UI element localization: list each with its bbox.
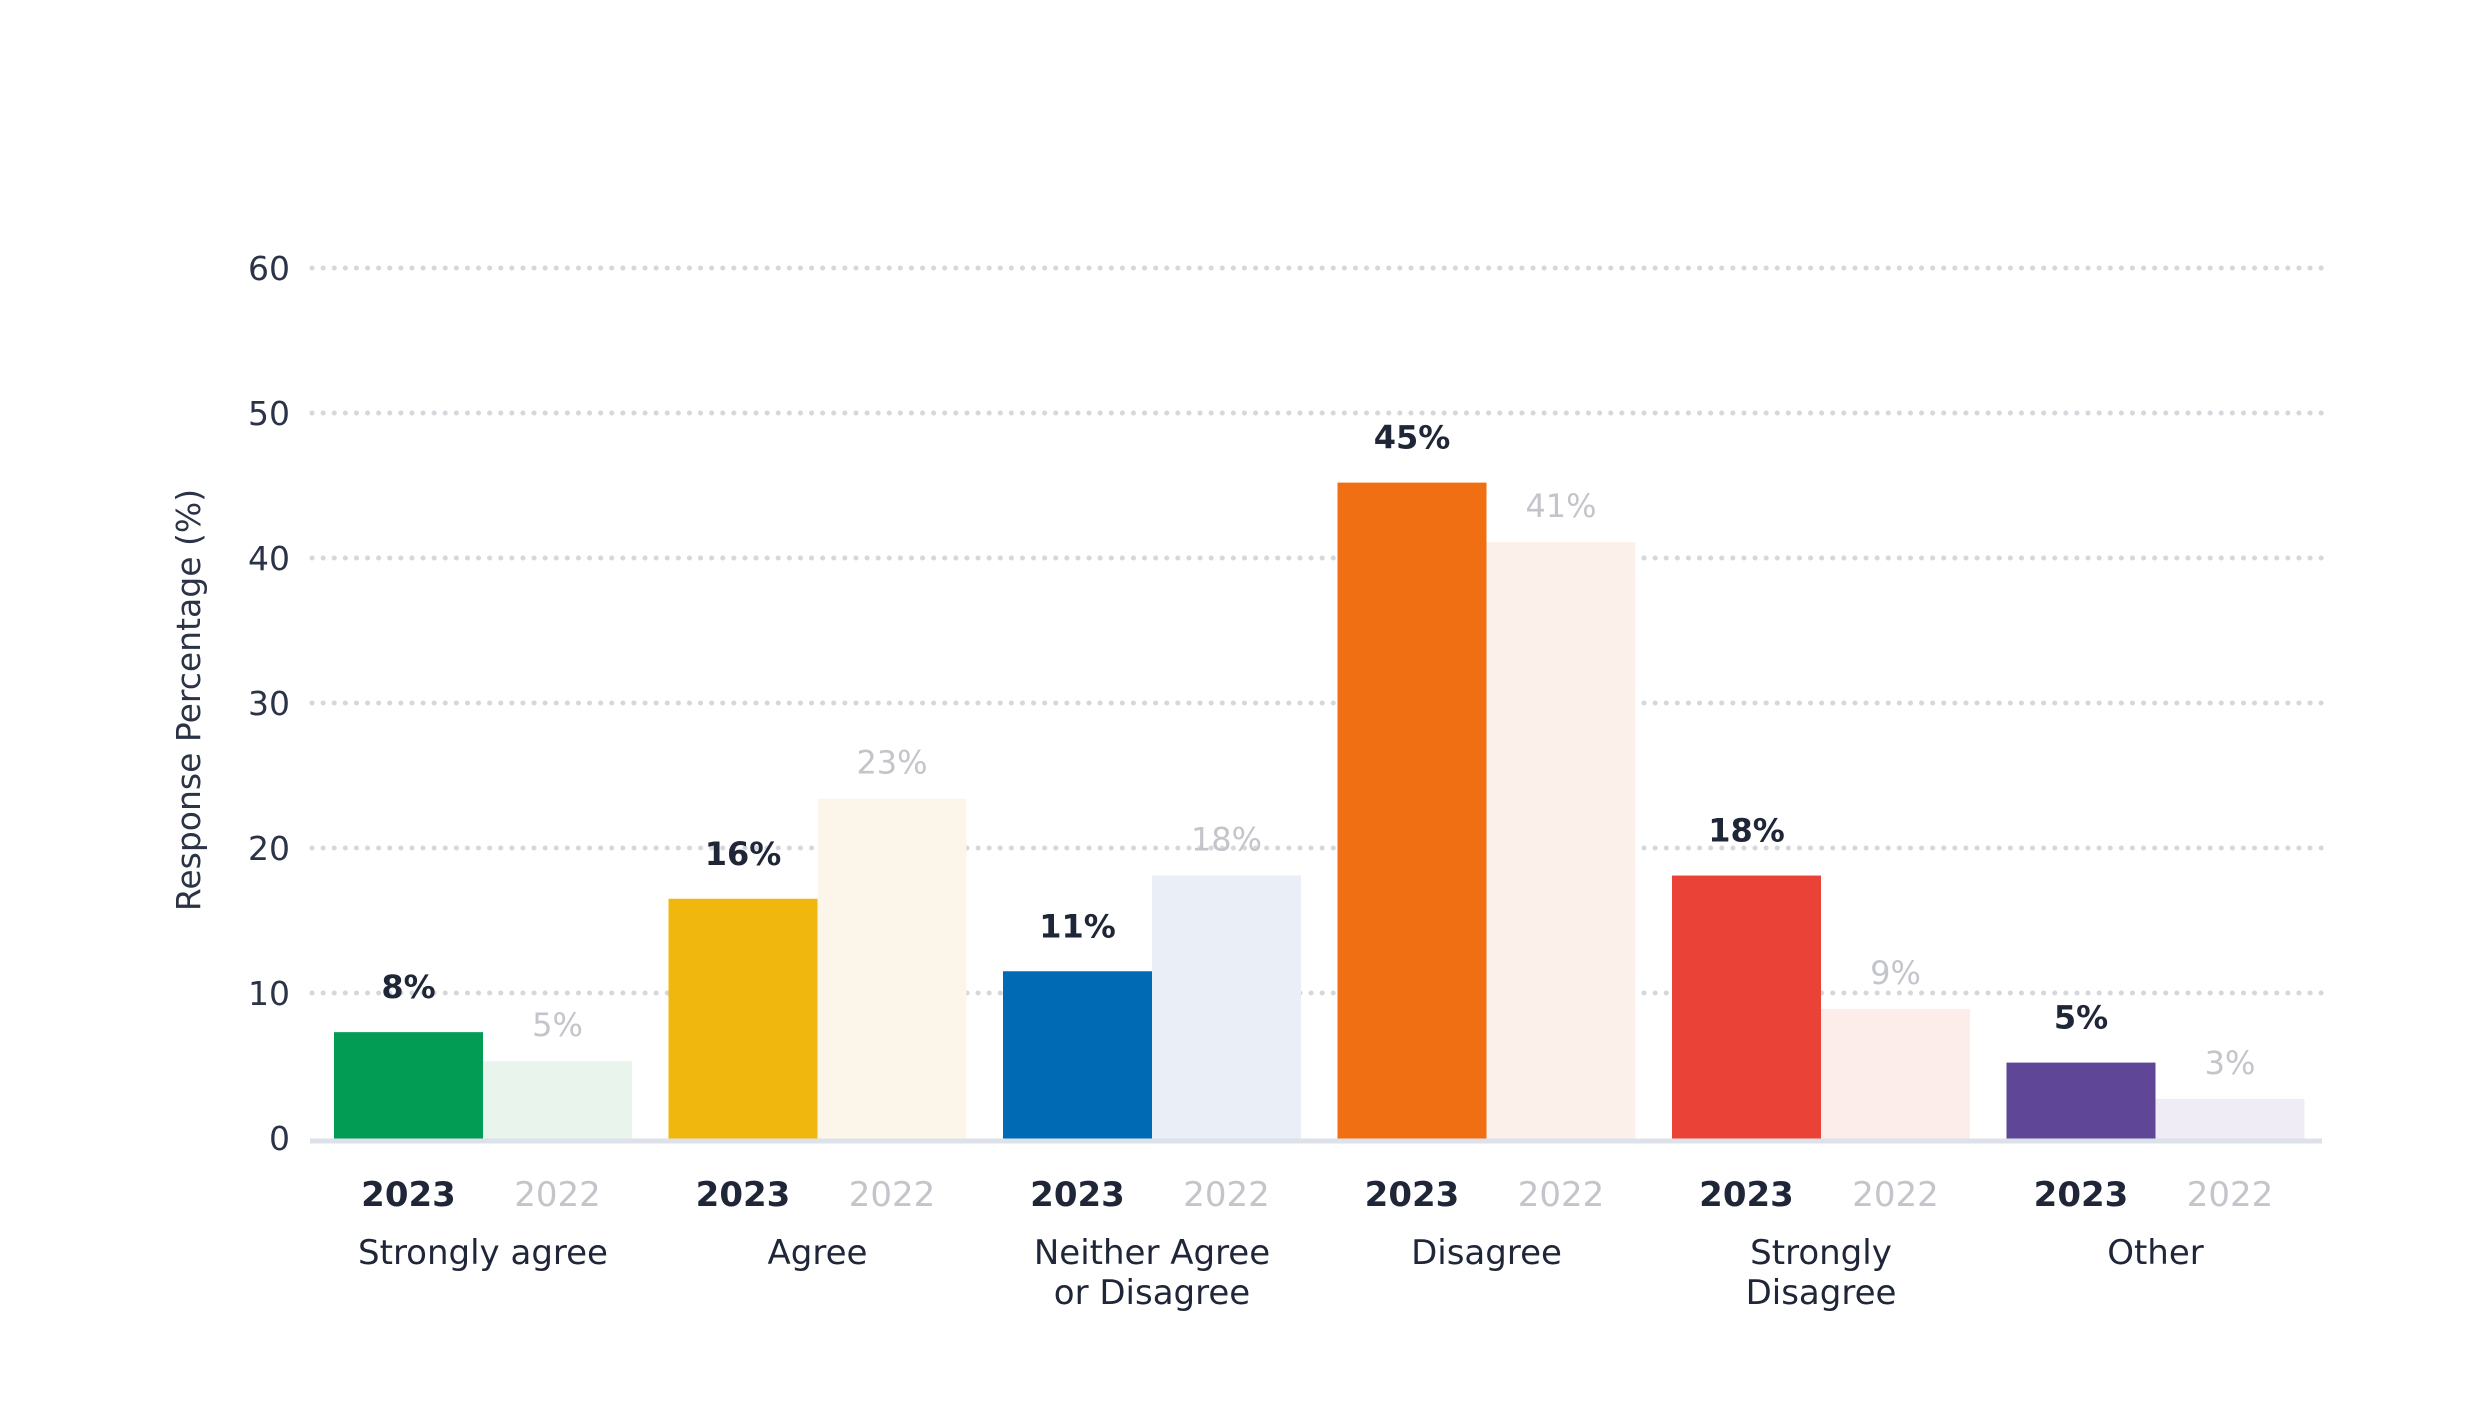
x-tick-year-2023: 2023 [1030, 1175, 1125, 1215]
y-tick-label: 0 [269, 1119, 290, 1158]
data-label-2023: 16% [705, 835, 782, 873]
data-label-2022: 3% [2205, 1044, 2256, 1082]
x-tick-year-2022: 2022 [1183, 1175, 1270, 1215]
gridlines [309, 265, 2333, 996]
x-category-label: Disagree [1746, 1273, 1897, 1313]
y-tick-label: 60 [248, 249, 290, 288]
x-tick-year-2023: 2023 [1365, 1175, 1460, 1215]
bar-2022 [1152, 875, 1301, 1139]
x-tick-year-2022: 2022 [1852, 1175, 1939, 1215]
x-category-label: Strongly [1750, 1233, 1892, 1273]
data-label-2023: 18% [1708, 812, 1785, 850]
x-category-label: Neither Agree [1034, 1233, 1270, 1273]
x-tick-year-2022: 2022 [2187, 1175, 2274, 1215]
x-category-label: Disagree [1411, 1233, 1562, 1273]
y-axis-ticks: 0 10 20 30 40 50 60 [248, 249, 290, 1158]
bars [334, 482, 2305, 1140]
bar-2023 [1672, 875, 1821, 1139]
data-label-2023: 45% [1374, 419, 1451, 457]
x-tick-year-2023: 2023 [361, 1175, 456, 1215]
x-tick-year-2022: 2022 [1518, 1175, 1605, 1215]
y-tick-label: 20 [248, 829, 290, 868]
data-label-2023: 5% [2054, 999, 2108, 1037]
data-label-2022: 18% [1191, 821, 1262, 859]
bar-2023 [668, 898, 818, 1139]
x-tick-year-2023: 2023 [696, 1175, 791, 1215]
bar-2022 [817, 798, 967, 1139]
data-label-2023: 8% [381, 968, 435, 1006]
bar-2022 [2155, 1098, 2305, 1139]
data-label-2023: 11% [1039, 907, 1116, 945]
y-tick-label: 50 [248, 394, 290, 433]
data-label-2022: 9% [1870, 954, 1921, 992]
bar-2023 [1003, 971, 1152, 1139]
y-tick-label: 30 [248, 684, 290, 723]
x-category-label: Strongly agree [358, 1233, 608, 1273]
x-tick-year-2022: 2022 [514, 1175, 601, 1215]
x-axis-labels: 2023 2022 Strongly agree 2023 2022 Agree 2023 2… [358, 1175, 2273, 1313]
x-tick-year-2022: 2022 [849, 1175, 936, 1215]
bar-2023 [334, 1032, 483, 1139]
bar-2023 [1337, 482, 1487, 1140]
bar-2023 [2006, 1062, 2156, 1139]
y-tick-label: 40 [248, 539, 290, 578]
bar-2022 [1486, 542, 1636, 1139]
data-label-2022: 23% [856, 744, 927, 782]
data-label-2022: 5% [532, 1006, 583, 1044]
x-category-label: Agree [768, 1233, 868, 1273]
x-tick-year-2023: 2023 [2034, 1175, 2129, 1215]
bar-value-labels: 8% 5% 16% 23% 11% 18% 45% 41% 18% 9% 5% 3% [381, 419, 2255, 1082]
bar-2022 [483, 1061, 632, 1139]
x-category-label: or Disagree [1054, 1273, 1250, 1313]
x-category-label: Other [2107, 1233, 2204, 1273]
bar-2022 [1821, 1008, 1970, 1139]
data-label-2022: 41% [1525, 487, 1596, 525]
y-tick-label: 10 [248, 974, 290, 1013]
y-axis-label: Response Percentage (%) [169, 489, 208, 911]
x-tick-year-2023: 2023 [1699, 1175, 1794, 1215]
